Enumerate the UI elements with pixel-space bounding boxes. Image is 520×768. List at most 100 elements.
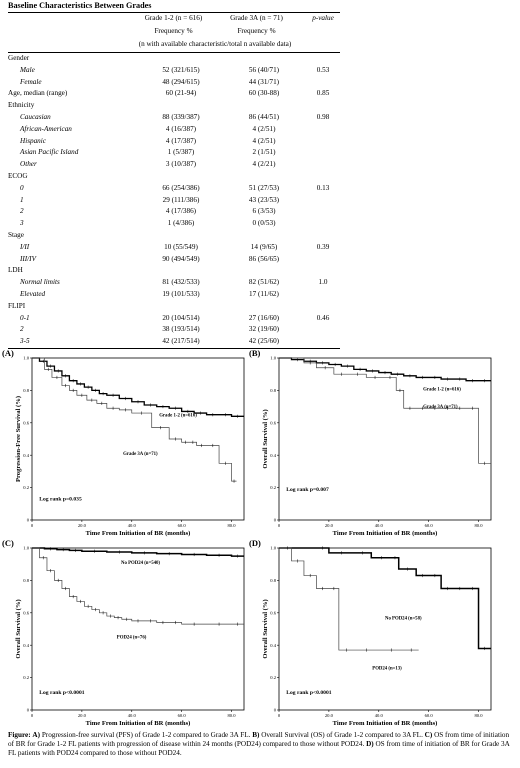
x-tick-label: 60.0	[178, 523, 187, 528]
grade3a-cell: 51 (27/53)	[248, 183, 280, 192]
row-label: Elevated	[20, 290, 46, 298]
y-tick-label: 0.8	[23, 578, 29, 583]
grade12-cell: 4 (17/386)	[165, 207, 197, 216]
caption-d-text: OS from time of initiation of BR for Gra…	[8, 740, 510, 758]
x-tick-label: 40.0	[375, 523, 384, 528]
col3-header: p-value	[312, 14, 334, 22]
x-axis-label: Time From Initiation of BR (months)	[333, 720, 438, 727]
grade12-cell: 88 (339/387)	[162, 113, 200, 121]
y-tick-label: 0	[274, 518, 277, 523]
table-row: I/II 10 (55/549) 14 (9/65) 0.39	[8, 242, 340, 253]
y-tick-label: 0.2	[23, 675, 29, 680]
grade12-cell: 60 (21-94)	[165, 89, 197, 98]
row-label: 0-1	[20, 313, 30, 322]
table-title: Baseline Characteristics Between Grades	[8, 1, 152, 10]
grade12-cell: 66 (254/386)	[162, 183, 200, 192]
row-label: 3	[20, 219, 24, 228]
table-row: 0-1 20 (104/514) 27 (16/60) 0.46	[8, 313, 340, 324]
row-label: III/IV	[20, 254, 36, 263]
table-row: Hispanic 4 (17/387) 4 (2/51)	[8, 136, 340, 147]
table-row: 2 4 (17/386) 6 (3/53)	[8, 206, 340, 217]
y-tick-label: 0.8	[270, 388, 276, 393]
grade12-cell: 10 (55/549)	[164, 242, 198, 251]
log-rank-annotation: Log rank p=0.035	[39, 497, 82, 503]
table-row: 2 38 (193/514) 32 (19/60)	[8, 324, 340, 335]
table-row: ECOG	[8, 171, 340, 182]
grade3a-cell: 42 (25/60)	[248, 337, 280, 346]
col1-header: Grade 1-2 (n = 616)	[144, 14, 203, 22]
x-tick-label: 80.0	[228, 523, 237, 528]
col1-subheader: Frequency %	[154, 27, 193, 35]
row-label: Asian Pacific Island	[20, 148, 79, 157]
table-note: (n with available characteristic/total n…	[138, 40, 292, 48]
log-rank-annotation: Log rank p=0.007	[286, 487, 329, 493]
grade12-cell: 52 (321/615)	[162, 65, 200, 74]
survival-curve-1	[32, 357, 244, 417]
plot-frame	[31, 547, 245, 711]
log-rank-annotation: Log rank p<0.0001	[39, 690, 85, 696]
grade12-cell: 4 (16/387)	[165, 124, 197, 133]
x-tick-label: 20.0	[325, 523, 334, 528]
y-tick-label: 0.6	[270, 420, 276, 425]
grade12-cell: 19 (101/533)	[162, 290, 200, 298]
survival-curve-2	[279, 547, 419, 651]
series-label: Grade 1-2 (n=616)	[159, 413, 197, 418]
row-label: 0	[20, 183, 24, 192]
row-label: Female	[20, 77, 42, 86]
grade3a-cell: 86 (56/65)	[248, 254, 280, 263]
y-tick-label: 1.0	[270, 356, 276, 361]
series-label: Grade 1-2 (n=616)	[423, 387, 461, 392]
grade3a-cell: 27 (16/60)	[248, 313, 280, 322]
caption-b-key: B)	[252, 731, 260, 739]
x-tick-label: 20.0	[78, 523, 87, 528]
grade3a-cell: 4 (2/51)	[252, 124, 276, 133]
row-label: Hispanic	[20, 136, 46, 145]
y-tick-label: 0	[27, 708, 30, 713]
pvalue-cell: 0.13	[316, 183, 330, 192]
y-tick-label: 0.4	[270, 453, 276, 458]
grade3a-cell: 6 (3/53)	[252, 207, 276, 216]
grade3a-cell: 4 (2/51)	[252, 136, 276, 145]
pvalue-cell: 0.53	[316, 65, 330, 74]
survival-curve-2	[32, 547, 244, 625]
y-tick-label: 0.8	[23, 388, 29, 393]
row-label: Male	[20, 65, 35, 74]
table-row: Ethnicity	[8, 100, 340, 111]
x-tick-label: 0	[31, 523, 34, 528]
chart-panel-a: (A) 0 0.2 0.4 0.6 0.8 1.0 0 20.0 40.0 60.0 80.0 Time…	[2, 348, 258, 538]
table-row: Caucasian 88 (339/387) 86 (44/51) 0.98	[8, 112, 340, 123]
grade12-cell: 48 (294/615)	[162, 77, 200, 86]
table-row: Elevated 19 (101/533) 17 (11/62)	[8, 289, 340, 300]
caption-lead: Figure:	[8, 731, 31, 739]
caption-d-key: D)	[366, 740, 374, 749]
x-tick-label: 80.0	[475, 523, 484, 528]
table-row: LDH	[8, 265, 340, 276]
pvalue-cell: 0.39	[316, 242, 330, 251]
grade3a-cell: 0 (0/53)	[252, 219, 276, 228]
pvalue-cell: 0.46	[316, 313, 330, 322]
survival-curve-1	[279, 547, 491, 650]
km-chart-svg: (A) 0 0.2 0.4 0.6 0.8 1.0 0 20.0 40.0 60.0 80.0 Time…	[2, 348, 245, 537]
table-row: 3-5 42 (217/514) 42 (25/60)	[8, 336, 340, 347]
y-tick-label: 0.4	[23, 643, 29, 648]
y-axis-label: Overall Survival (%)	[262, 409, 269, 468]
table-row: Stage	[8, 230, 340, 241]
col2-header: Grade 3A (n = 71)	[230, 14, 283, 22]
table-row: III/IV 90 (494/549) 86 (56/65)	[8, 254, 340, 265]
table-header-rule	[8, 52, 340, 53]
row-label: 3-5	[20, 337, 30, 346]
series-label: POD24 (n=76)	[117, 636, 147, 641]
table-row: Other 3 (10/387) 4 (2/21)	[8, 159, 340, 170]
row-label: 2	[20, 325, 24, 334]
grade3a-cell: 86 (44/51)	[248, 113, 280, 121]
row-label: LDH	[8, 266, 23, 275]
caption-a-text: Progression-free survival (PFS) of Grade…	[40, 731, 253, 739]
figure-caption: Figure: A) Progression-free survival (PF…	[8, 731, 512, 759]
row-label: Gender	[8, 54, 30, 62]
panel-label: (A)	[2, 348, 14, 358]
x-axis-label: Time From Initiation of BR (months)	[86, 720, 191, 727]
table-row: Female 48 (294/615) 44 (31/71)	[8, 77, 340, 88]
x-tick-label: 80.0	[228, 713, 237, 718]
y-tick-label: 1.0	[23, 546, 29, 551]
y-tick-label: 0.6	[270, 610, 276, 615]
